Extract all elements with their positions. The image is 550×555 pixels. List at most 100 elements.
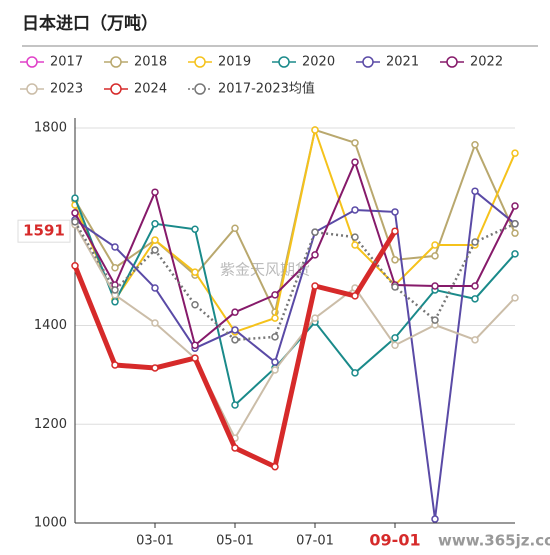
- point: [351, 233, 359, 241]
- point: [511, 149, 519, 157]
- point: [231, 224, 239, 232]
- point: [391, 283, 399, 291]
- value-label: 1591: [23, 222, 65, 240]
- point: [391, 208, 399, 216]
- point: [231, 401, 239, 409]
- series-line: [74, 224, 516, 441]
- point: [471, 187, 479, 195]
- y-tick-label: 1000: [34, 516, 67, 531]
- point: [271, 358, 279, 366]
- point: [111, 361, 119, 369]
- site-watermark: www.365jz.com: [438, 532, 550, 550]
- point: [391, 227, 399, 235]
- legend-marker: [362, 56, 374, 68]
- point: [151, 188, 159, 196]
- point: [471, 238, 479, 246]
- watermark: 紫金天风期货: [220, 261, 310, 279]
- point: [151, 246, 159, 254]
- point: [151, 220, 159, 228]
- legend-marker: [446, 56, 458, 68]
- point: [311, 251, 319, 259]
- point: [351, 292, 359, 300]
- series-line: [74, 159, 516, 348]
- legend-label: 2017: [50, 55, 83, 70]
- point: [311, 282, 319, 290]
- x-tick-label: 05-01: [216, 534, 254, 549]
- point: [471, 295, 479, 303]
- legend-marker: [26, 56, 38, 68]
- point: [151, 364, 159, 372]
- point: [231, 336, 239, 344]
- point: [511, 250, 519, 258]
- point: [231, 326, 239, 334]
- point: [391, 341, 399, 349]
- point: [511, 229, 519, 237]
- series-line: [74, 189, 516, 520]
- legend-label: 2022: [470, 55, 503, 70]
- legend-marker: [194, 83, 206, 95]
- legend-label: 2018: [134, 55, 167, 70]
- y-tick-label: 1200: [34, 417, 67, 432]
- point: [151, 319, 159, 327]
- point: [471, 336, 479, 344]
- point: [351, 206, 359, 214]
- legend-marker: [26, 83, 38, 95]
- point: [511, 220, 519, 228]
- point: [271, 314, 279, 322]
- point: [271, 462, 279, 471]
- legend-marker: [110, 56, 122, 68]
- point: [471, 141, 479, 149]
- point: [311, 228, 319, 236]
- point: [351, 241, 359, 249]
- point: [511, 202, 519, 210]
- point: [191, 301, 199, 309]
- point: [271, 366, 279, 374]
- legend-marker: [194, 56, 206, 68]
- point: [431, 515, 439, 523]
- point: [511, 294, 519, 302]
- point: [231, 444, 239, 452]
- legend-marker: [278, 56, 290, 68]
- chart-title: 日本进口（万吨）: [22, 13, 158, 34]
- legend-label: 2021: [386, 55, 419, 70]
- point: [431, 252, 439, 260]
- y-tick-label: 1800: [34, 121, 67, 136]
- legend-label: 2020: [302, 55, 335, 70]
- point: [391, 256, 399, 264]
- legend-marker: [110, 83, 122, 95]
- x-tick-label: 09-01: [369, 531, 420, 550]
- point: [471, 282, 479, 290]
- point: [431, 282, 439, 290]
- point: [191, 341, 199, 349]
- legend-label: 2017-2023均值: [218, 81, 315, 97]
- point: [431, 241, 439, 249]
- point: [311, 126, 319, 134]
- legend-label: 2019: [218, 55, 251, 70]
- point: [311, 314, 319, 322]
- value-label-box: [17, 219, 71, 243]
- point: [111, 243, 119, 251]
- point: [71, 262, 79, 270]
- point: [271, 291, 279, 299]
- point: [151, 236, 159, 244]
- x-tick-label: 07-01: [296, 534, 334, 549]
- point: [391, 334, 399, 342]
- point: [71, 209, 79, 217]
- point: [231, 308, 239, 316]
- point: [351, 158, 359, 166]
- point: [71, 194, 79, 202]
- point: [271, 333, 279, 341]
- legend-label: 2024: [134, 82, 167, 97]
- point: [351, 139, 359, 147]
- y-tick-label: 1400: [34, 318, 67, 333]
- point: [191, 354, 199, 362]
- point: [191, 225, 199, 233]
- x-tick-label: 03-01: [136, 534, 174, 549]
- point: [111, 298, 119, 306]
- point: [111, 263, 119, 272]
- point: [351, 369, 359, 377]
- point: [191, 268, 199, 276]
- legend-label: 2023: [50, 82, 83, 97]
- point: [71, 218, 79, 226]
